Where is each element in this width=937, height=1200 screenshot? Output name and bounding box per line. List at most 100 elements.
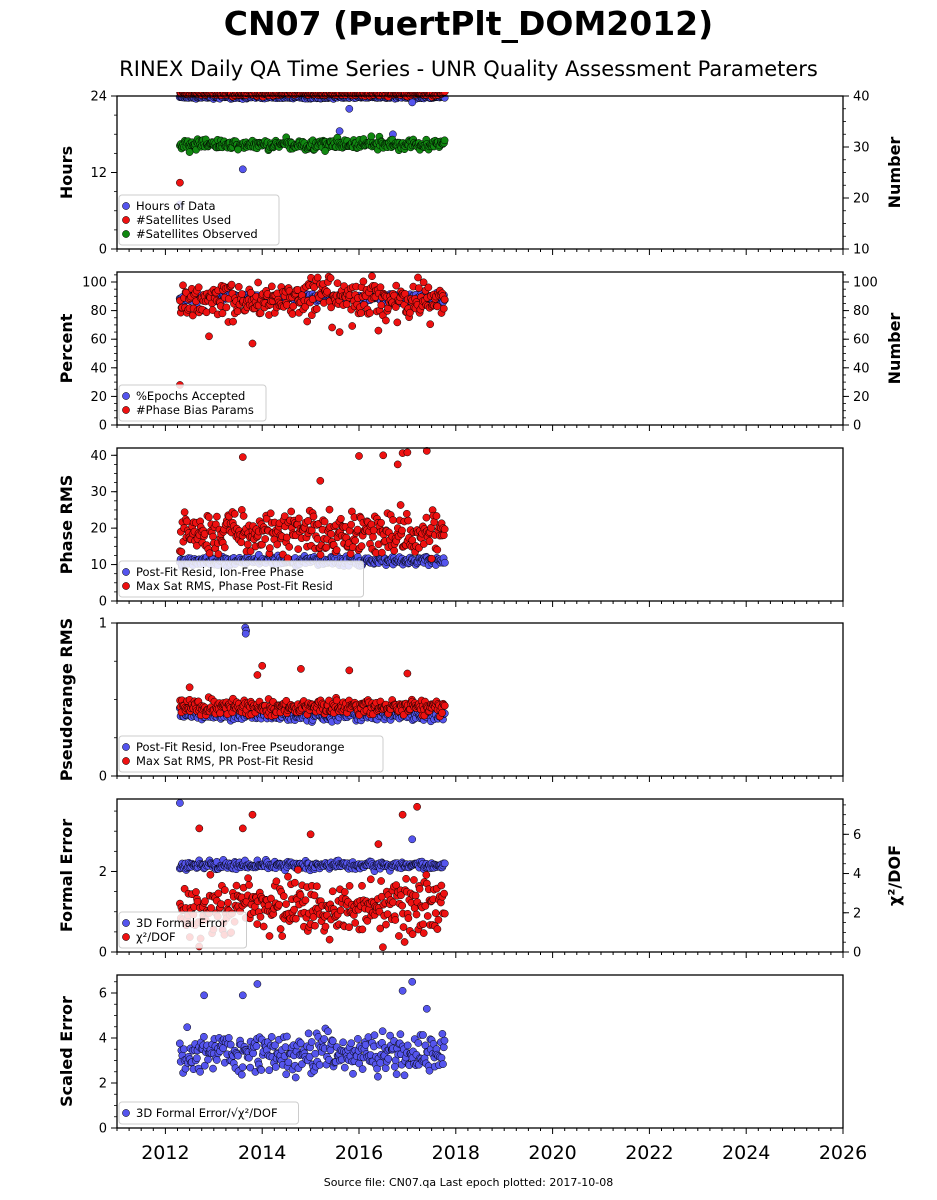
panel-2-points	[175, 272, 449, 389]
data-point	[415, 885, 424, 893]
outlier-point	[422, 1004, 431, 1013]
outlier-point	[408, 98, 417, 107]
data-point	[347, 1039, 356, 1048]
chart-title: CN07 (PuertPlt_DOM2012)	[223, 4, 714, 43]
data-point	[234, 282, 243, 291]
data-point	[392, 281, 401, 290]
data-point	[440, 889, 448, 898]
data-point	[292, 914, 300, 923]
data-point	[383, 910, 392, 918]
data-point	[432, 512, 441, 520]
data-point	[369, 533, 377, 541]
data-point	[404, 914, 413, 923]
data-point	[437, 1053, 446, 1062]
data-point	[345, 923, 353, 932]
data-point	[214, 550, 223, 558]
data-point	[434, 915, 443, 924]
data-point	[245, 881, 253, 889]
data-point	[415, 284, 423, 292]
data-point	[351, 919, 360, 927]
x-tick-label: 2024	[722, 1142, 770, 1164]
data-point	[239, 512, 248, 520]
data-point	[324, 1027, 332, 1036]
data-point	[214, 889, 223, 898]
legend-label: Max Sat RMS, PR Post-Fit Resid	[136, 754, 313, 768]
data-point	[414, 1039, 423, 1047]
data-point	[328, 1037, 337, 1045]
data-point	[179, 281, 187, 290]
data-point	[201, 897, 209, 906]
outlier-point	[335, 328, 344, 336]
legend-marker	[122, 406, 130, 414]
data-point	[400, 1071, 409, 1080]
y-tick-label: 2	[99, 865, 107, 880]
data-point	[282, 1070, 291, 1079]
y-tick-label: 0	[99, 1122, 107, 1137]
data-point	[296, 891, 305, 899]
y2-axis-label: Number	[885, 313, 904, 385]
outlier-point	[398, 986, 407, 995]
data-point	[327, 530, 335, 538]
data-point	[200, 1061, 209, 1070]
data-point	[381, 1064, 390, 1073]
data-point	[346, 549, 355, 558]
data-point	[414, 273, 422, 282]
y-tick-label: 0	[99, 946, 107, 961]
data-point	[439, 1060, 447, 1068]
data-point	[421, 902, 430, 910]
data-point	[265, 544, 274, 552]
data-point	[438, 709, 446, 717]
data-point	[392, 1070, 401, 1079]
chart-subtitle: RINEX Daily QA Time Series - UNR Quality…	[119, 57, 818, 81]
y-tick-label: 0	[99, 243, 107, 258]
data-point	[205, 513, 213, 521]
legend-marker	[122, 1109, 130, 1117]
data-point	[312, 305, 321, 313]
y-tick-label: 80	[90, 304, 107, 319]
y2-tick-label: 40	[853, 361, 870, 376]
legend-label: 3D Formal Error/√χ²/DOF	[136, 1106, 278, 1120]
outlier-point	[403, 448, 412, 457]
legend: %Epochs Accepted#Phase Bias Params	[118, 384, 267, 422]
data-point	[253, 920, 262, 928]
panel-4: 0 1 Pseudorange RMS Post-Fit Resid, Ion-Fre…	[57, 617, 844, 785]
data-point	[180, 508, 189, 517]
data-point	[246, 1063, 255, 1072]
legend: Post-Fit Resid, Ion-Free PseudorangeMax …	[118, 735, 384, 773]
data-point	[358, 1065, 367, 1073]
data-point	[382, 316, 390, 325]
outlier-point	[408, 835, 417, 844]
data-point	[294, 545, 303, 553]
data-point	[419, 1031, 427, 1039]
legend-marker	[122, 568, 130, 576]
data-point	[396, 1030, 405, 1039]
y2-axis-label: χ²/DOF	[885, 845, 904, 906]
data-point	[309, 512, 318, 521]
data-point	[192, 888, 200, 896]
outlier-point	[258, 661, 267, 670]
data-point	[259, 922, 268, 931]
legend: 3D Formal Error/√χ²/DOF	[118, 1101, 299, 1125]
data-point	[378, 548, 386, 557]
legend-marker	[122, 230, 130, 238]
data-point	[373, 1064, 381, 1073]
data-point	[439, 1043, 448, 1052]
data-point	[345, 882, 354, 890]
outlier-point	[248, 339, 257, 348]
data-point	[440, 295, 449, 304]
legend-label: 3D Formal Error	[136, 916, 227, 930]
legend-marker	[122, 743, 130, 751]
legend-box	[118, 735, 384, 773]
data-point	[431, 909, 440, 917]
data-point	[289, 302, 298, 311]
data-point	[357, 309, 365, 317]
outlier-point	[316, 476, 325, 485]
outlier-point	[403, 669, 412, 678]
data-point	[257, 1066, 266, 1074]
data-point	[326, 274, 335, 282]
y-tick-label: 20	[90, 522, 107, 537]
outlier-point	[176, 178, 184, 187]
data-point	[366, 875, 375, 884]
